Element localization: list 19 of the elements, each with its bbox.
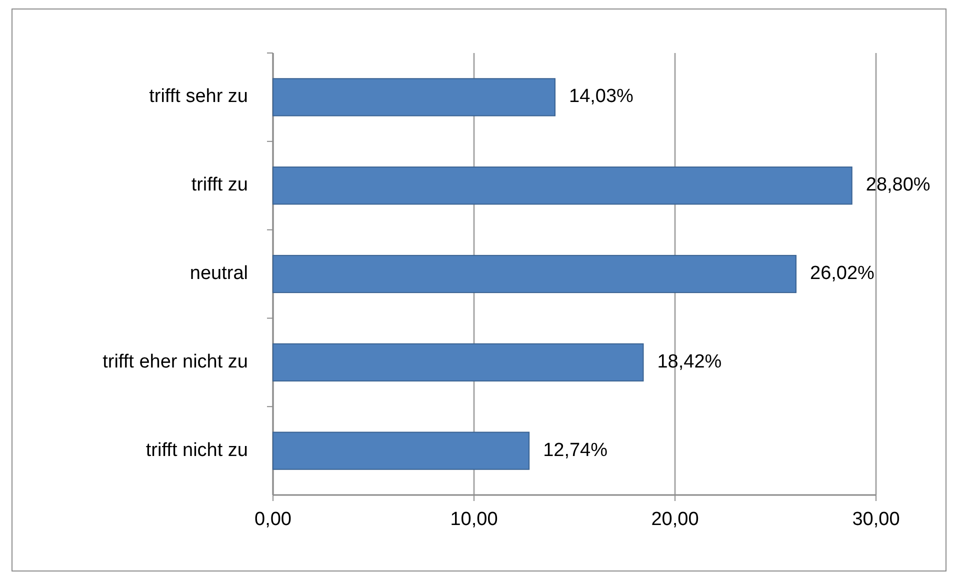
y-tick-label: neutral bbox=[190, 263, 248, 284]
data-label: 12,74% bbox=[543, 440, 608, 461]
bar bbox=[272, 432, 530, 470]
bar bbox=[272, 78, 556, 116]
x-tick-label: 0,00 bbox=[254, 509, 292, 530]
y-tick-label: trifft nicht zu bbox=[146, 440, 248, 461]
x-tick-label: 20,00 bbox=[651, 509, 699, 530]
y-tick-label: trifft sehr zu bbox=[149, 86, 248, 108]
bar bbox=[272, 254, 796, 294]
data-label: 14,03% bbox=[569, 86, 634, 108]
data-label: 28,80% bbox=[866, 174, 930, 196]
x-tick-label: 30,00 bbox=[852, 509, 900, 530]
data-label: 26,02% bbox=[810, 263, 875, 284]
y-tick-label: trifft zu bbox=[191, 174, 248, 196]
y-tick-label: trifft eher nicht zu bbox=[102, 351, 248, 372]
data-label: 18,42% bbox=[657, 351, 722, 372]
bar bbox=[272, 343, 644, 382]
bar bbox=[272, 166, 852, 205]
x-tick-label: 10,00 bbox=[450, 509, 498, 530]
